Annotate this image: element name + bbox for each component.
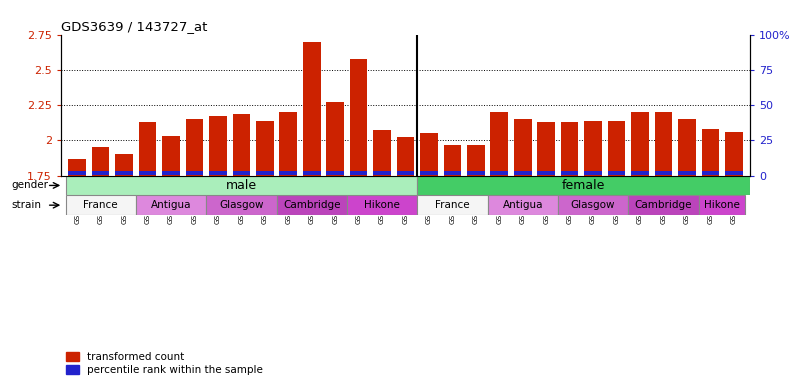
Text: Cambridge: Cambridge <box>635 200 692 210</box>
Bar <box>467 144 485 175</box>
Bar <box>280 170 297 175</box>
Bar <box>561 122 578 175</box>
Bar <box>725 132 743 175</box>
Bar <box>326 102 344 175</box>
Bar <box>350 170 367 175</box>
Text: gender: gender <box>11 180 49 190</box>
Bar <box>487 195 558 215</box>
Bar <box>417 175 750 195</box>
Bar <box>66 175 417 195</box>
Bar <box>68 159 86 175</box>
Bar <box>420 133 438 175</box>
Bar <box>491 112 508 175</box>
Text: Glasgow: Glasgow <box>571 200 616 210</box>
Text: Hikone: Hikone <box>364 200 400 210</box>
Bar <box>584 170 602 175</box>
Bar <box>514 119 531 175</box>
Text: France: France <box>435 200 470 210</box>
Bar <box>162 170 180 175</box>
Text: Antigua: Antigua <box>151 200 191 210</box>
Text: Antigua: Antigua <box>503 200 543 210</box>
Bar <box>631 170 649 175</box>
Bar <box>186 170 204 175</box>
Bar <box>209 170 227 175</box>
Bar <box>654 112 672 175</box>
Bar <box>698 195 745 215</box>
Text: strain: strain <box>11 200 41 210</box>
Bar <box>66 195 136 215</box>
Bar <box>68 170 86 175</box>
Bar <box>561 170 578 175</box>
Text: male: male <box>225 179 257 192</box>
Bar <box>467 170 485 175</box>
Bar <box>444 170 461 175</box>
Bar <box>558 195 629 215</box>
Bar <box>397 137 414 175</box>
Bar <box>631 112 649 175</box>
Text: female: female <box>562 179 605 192</box>
Bar <box>725 170 743 175</box>
Bar <box>678 119 696 175</box>
Bar <box>139 170 157 175</box>
Bar <box>256 121 273 175</box>
Legend: transformed count, percentile rank within the sample: transformed count, percentile rank withi… <box>66 352 263 375</box>
Bar <box>115 170 133 175</box>
Bar <box>678 170 696 175</box>
Bar <box>350 58 367 175</box>
Bar <box>233 114 250 175</box>
Bar <box>607 170 625 175</box>
Bar <box>702 170 719 175</box>
Bar <box>256 170 273 175</box>
Text: France: France <box>84 200 118 210</box>
Bar <box>417 195 487 215</box>
Bar <box>92 170 109 175</box>
Bar <box>347 195 417 215</box>
Bar <box>139 122 157 175</box>
Bar <box>654 170 672 175</box>
Bar <box>92 147 109 175</box>
Bar <box>326 170 344 175</box>
Bar <box>206 195 277 215</box>
Bar <box>136 195 206 215</box>
Bar <box>209 116 227 175</box>
Bar <box>629 195 698 215</box>
Bar <box>444 144 461 175</box>
Text: Hikone: Hikone <box>704 200 740 210</box>
Bar <box>115 154 133 175</box>
Bar <box>584 121 602 175</box>
Bar <box>303 41 320 175</box>
Bar <box>702 129 719 175</box>
Bar <box>233 170 250 175</box>
Text: GDS3639 / 143727_at: GDS3639 / 143727_at <box>61 20 207 33</box>
Bar <box>514 170 531 175</box>
Bar <box>538 122 555 175</box>
Bar <box>607 121 625 175</box>
Bar <box>373 170 391 175</box>
Bar <box>162 136 180 175</box>
Bar <box>538 170 555 175</box>
Bar <box>186 119 204 175</box>
Bar <box>420 170 438 175</box>
Text: Glasgow: Glasgow <box>219 200 264 210</box>
Text: Cambridge: Cambridge <box>283 200 341 210</box>
Bar <box>397 170 414 175</box>
Bar <box>303 170 320 175</box>
Bar <box>373 131 391 175</box>
Bar <box>280 112 297 175</box>
Bar <box>277 195 347 215</box>
Bar <box>491 170 508 175</box>
